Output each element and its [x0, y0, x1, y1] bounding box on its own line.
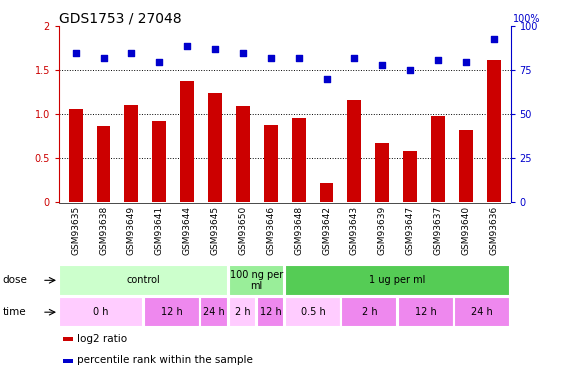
- Bar: [63, 359, 73, 363]
- Bar: [285, 265, 510, 296]
- Bar: [63, 338, 73, 342]
- Text: 24 h: 24 h: [203, 307, 225, 317]
- Bar: [285, 297, 341, 327]
- Text: control: control: [127, 275, 160, 285]
- Text: GSM93648: GSM93648: [294, 206, 303, 255]
- Bar: [257, 297, 284, 327]
- Text: GSM93638: GSM93638: [99, 206, 108, 255]
- Bar: [264, 125, 278, 202]
- Text: 100%: 100%: [513, 14, 541, 24]
- Text: GSM93639: GSM93639: [378, 206, 387, 255]
- Text: 2 h: 2 h: [362, 307, 377, 317]
- Bar: [459, 130, 473, 203]
- Bar: [403, 150, 417, 202]
- Bar: [208, 93, 222, 202]
- Bar: [320, 183, 333, 203]
- Text: GDS1753 / 27048: GDS1753 / 27048: [59, 11, 182, 25]
- Text: dose: dose: [3, 275, 27, 285]
- Point: [238, 50, 247, 56]
- Text: 12 h: 12 h: [260, 307, 282, 317]
- Text: 24 h: 24 h: [471, 307, 493, 317]
- Bar: [59, 297, 143, 327]
- Point: [378, 62, 387, 68]
- Bar: [398, 297, 454, 327]
- Point: [266, 55, 275, 61]
- Bar: [96, 126, 111, 202]
- Text: GSM93644: GSM93644: [183, 206, 192, 255]
- Bar: [59, 265, 228, 296]
- Point: [155, 58, 164, 64]
- Text: log2 ratio: log2 ratio: [77, 334, 127, 344]
- Bar: [144, 297, 200, 327]
- Bar: [236, 106, 250, 202]
- Text: 2 h: 2 h: [234, 307, 250, 317]
- Bar: [375, 142, 389, 202]
- Point: [461, 58, 470, 64]
- Text: GSM93649: GSM93649: [127, 206, 136, 255]
- Text: GSM93637: GSM93637: [434, 206, 443, 255]
- Bar: [342, 297, 397, 327]
- Text: 12 h: 12 h: [161, 307, 183, 317]
- Text: GSM93646: GSM93646: [266, 206, 275, 255]
- Text: 0.5 h: 0.5 h: [301, 307, 325, 317]
- Bar: [431, 116, 445, 202]
- Bar: [152, 122, 166, 202]
- Text: percentile rank within the sample: percentile rank within the sample: [77, 356, 253, 366]
- Text: time: time: [3, 307, 26, 317]
- Point: [322, 76, 331, 82]
- Text: GSM93636: GSM93636: [489, 206, 498, 255]
- Bar: [347, 100, 361, 202]
- Text: GSM93645: GSM93645: [210, 206, 219, 255]
- Text: GSM93650: GSM93650: [238, 206, 247, 255]
- Point: [210, 46, 219, 52]
- Bar: [487, 60, 501, 202]
- Bar: [454, 297, 510, 327]
- Point: [183, 43, 192, 49]
- Point: [434, 57, 443, 63]
- Point: [350, 55, 359, 61]
- Bar: [180, 81, 194, 203]
- Point: [99, 55, 108, 61]
- Text: GSM93640: GSM93640: [461, 206, 471, 255]
- Bar: [68, 109, 82, 202]
- Text: GSM93642: GSM93642: [322, 206, 331, 255]
- Text: GSM93641: GSM93641: [155, 206, 164, 255]
- Bar: [200, 297, 228, 327]
- Point: [71, 50, 80, 56]
- Text: GSM93635: GSM93635: [71, 206, 80, 255]
- Text: GSM93647: GSM93647: [406, 206, 415, 255]
- Point: [489, 36, 498, 42]
- Text: 12 h: 12 h: [415, 307, 436, 317]
- Bar: [228, 265, 284, 296]
- Bar: [292, 118, 306, 202]
- Text: GSM93643: GSM93643: [350, 206, 359, 255]
- Text: 0 h: 0 h: [94, 307, 109, 317]
- Text: 1 ug per ml: 1 ug per ml: [370, 275, 426, 285]
- Point: [127, 50, 136, 56]
- Point: [294, 55, 303, 61]
- Bar: [125, 105, 139, 202]
- Text: 100 ng per
ml: 100 ng per ml: [230, 270, 283, 291]
- Point: [406, 68, 415, 74]
- Bar: [228, 297, 256, 327]
